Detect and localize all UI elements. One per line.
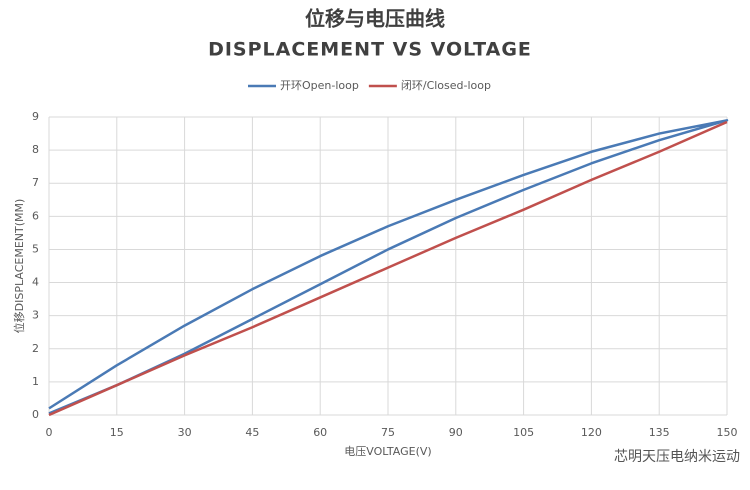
series-line (48, 120, 728, 417)
y-tick-label: 2 (32, 342, 39, 355)
y-tick-label: 6 (32, 209, 39, 222)
y-axis-label: 位移DISPLACEMENT(MM) (12, 199, 26, 334)
legend-label: 闭环/Closed-loop (401, 79, 491, 92)
legend-label: 开环Open-loop (280, 79, 359, 92)
y-tick-label: 7 (32, 176, 39, 189)
x-tick-label: 60 (313, 426, 327, 439)
x-tick-label: 75 (381, 426, 395, 439)
y-tick-label: 4 (32, 276, 39, 289)
x-tick-label: 45 (245, 426, 259, 439)
x-tick-label: 0 (46, 426, 53, 439)
series-line (48, 119, 729, 415)
y-tick-label: 1 (32, 375, 39, 388)
watermark: 芯明天压电纳米运动 (614, 449, 740, 465)
y-tick-label: 5 (32, 242, 39, 255)
x-tick-label: 120 (581, 426, 602, 439)
y-tick-label: 9 (32, 110, 39, 123)
y-tick-label: 3 (32, 309, 39, 322)
x-tick-label: 90 (449, 426, 463, 439)
x-tick-label: 30 (178, 426, 192, 439)
y-tick-label: 8 (32, 143, 39, 156)
x-tick-label: 15 (110, 426, 124, 439)
chart-title: 位移与电压曲线 (305, 7, 445, 31)
x-tick-label: 150 (717, 426, 738, 439)
x-tick-label: 135 (649, 426, 670, 439)
y-tick-label: 0 (32, 408, 39, 421)
chart-subtitle: DISPLACEMENT VS VOLTAGE (208, 39, 532, 61)
x-axis-label: 电压VOLTAGE(V) (344, 445, 431, 458)
x-tick-label: 105 (513, 426, 534, 439)
